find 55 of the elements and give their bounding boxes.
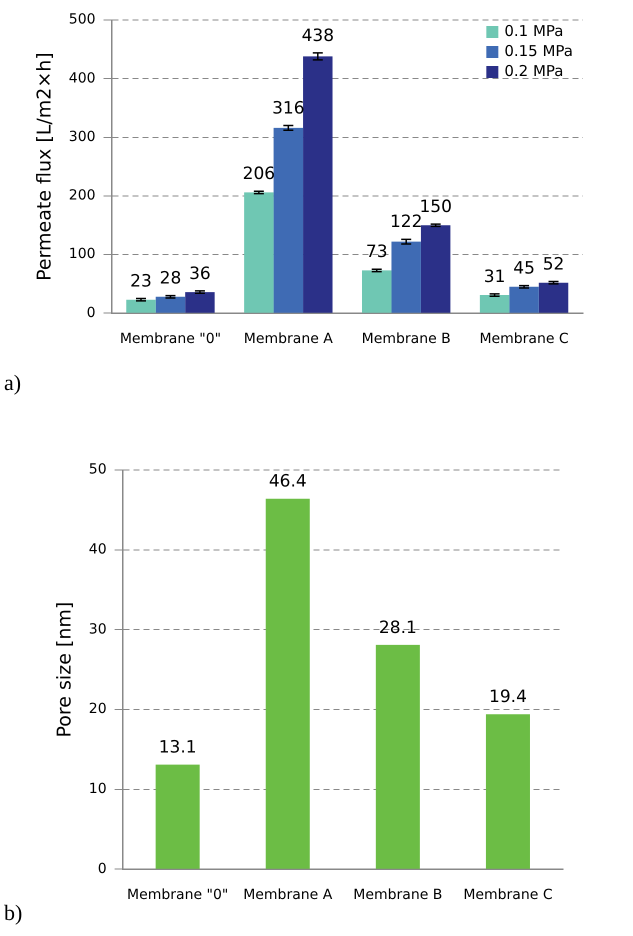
- text: b): [4, 900, 22, 926]
- x-tick-label: Membrane "0": [127, 887, 228, 904]
- data-label: 28: [160, 268, 182, 289]
- y-tick-label: 20: [88, 701, 107, 718]
- bar: [274, 128, 304, 313]
- y-tick-label: 10: [88, 781, 107, 797]
- y-tick-label: 40: [88, 541, 107, 558]
- x-tick-label: Membrane C: [479, 331, 569, 348]
- y-axis-title: Permeate flux [L/m2×h]: [33, 52, 56, 281]
- bar: [480, 295, 510, 313]
- x-tick-label: Membrane A: [243, 887, 333, 904]
- data-label: 28.1: [378, 618, 417, 638]
- bar: [486, 714, 530, 869]
- x-tick-label: Membrane C: [463, 887, 553, 904]
- y-tick-label: 400: [68, 70, 96, 86]
- data-label: 31: [484, 266, 506, 287]
- data-label: 73: [366, 242, 388, 262]
- y-tick-label: 200: [68, 188, 96, 204]
- legend-label: 0.15 MPa: [504, 42, 573, 60]
- data-label: 438: [302, 26, 334, 46]
- legend-label: 0.2 MPa: [504, 62, 564, 80]
- bar: [509, 286, 539, 313]
- bar: [126, 300, 156, 313]
- data-label: 13.1: [158, 738, 197, 758]
- bar: [244, 192, 274, 313]
- data-label: 45: [513, 258, 535, 279]
- bar: [420, 225, 450, 313]
- x-tick-label: Membrane B: [362, 331, 451, 348]
- y-tick-label: 0: [86, 304, 96, 321]
- y-tick-label: 50: [88, 462, 107, 478]
- y-tick-label: 300: [68, 128, 96, 145]
- bar: [362, 270, 392, 313]
- bar: [376, 644, 420, 869]
- x-tick-label: Membrane B: [353, 887, 442, 904]
- x-tick-label: Membrane "0": [120, 331, 222, 348]
- x-tick-label: Membrane A: [244, 331, 334, 348]
- text: a): [4, 370, 22, 396]
- bar: [185, 292, 215, 313]
- data-label: 36: [189, 264, 211, 284]
- y-tick-label: 0: [98, 860, 107, 877]
- bar: [156, 296, 186, 313]
- bar: [391, 242, 421, 313]
- data-label: 23: [130, 271, 152, 292]
- y-axis-title: Pore size [nm]: [53, 602, 76, 738]
- y-tick-label: 100: [68, 246, 96, 262]
- bar: [156, 764, 200, 869]
- bar: [266, 498, 310, 869]
- legend-label: 0.1 MPa: [504, 22, 564, 40]
- data-label: 46.4: [268, 472, 307, 492]
- data-label: 19.4: [489, 687, 527, 708]
- bar: [538, 282, 568, 313]
- data-label: 52: [542, 254, 564, 274]
- y-tick-label: 500: [68, 12, 96, 28]
- y-tick-label: 30: [88, 621, 107, 638]
- bar: [303, 56, 333, 313]
